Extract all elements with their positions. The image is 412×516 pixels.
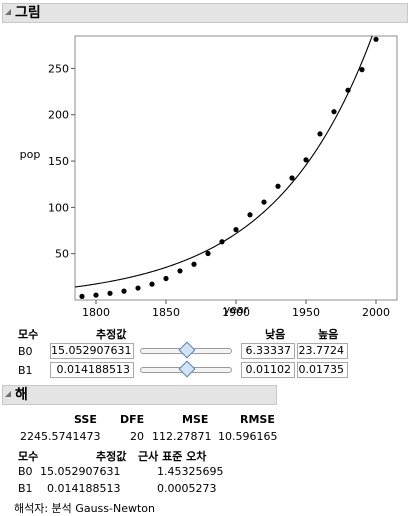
mse-header: MSE — [182, 413, 209, 426]
data-point — [261, 199, 267, 205]
b1-slider[interactable] — [140, 360, 232, 378]
data-point — [247, 212, 253, 218]
y-tick-label: 150 — [48, 155, 69, 168]
data-point — [135, 285, 141, 291]
data-point — [177, 268, 183, 274]
est-row-b1-se: 0.0005273 — [157, 482, 217, 495]
high-col-header: 높음 — [318, 328, 339, 341]
x-tick-label: 1900 — [222, 306, 250, 319]
data-point — [317, 131, 323, 137]
x-axis-label: year — [224, 303, 249, 316]
data-point — [93, 292, 99, 298]
param-row-b0-name: B0 — [18, 345, 33, 358]
b0-slider[interactable] — [140, 341, 232, 359]
x-tick-label: 1850 — [152, 306, 180, 319]
b1-high-field[interactable]: 0.01735 — [297, 362, 348, 378]
est-row-b0-se: 1.45325695 — [157, 465, 224, 478]
data-point — [289, 175, 295, 181]
data-point — [79, 293, 85, 299]
data-point — [121, 288, 127, 294]
rmse-value: 10.596165 — [218, 430, 278, 443]
y-tick-label: 50 — [55, 248, 69, 261]
data-point — [275, 183, 281, 189]
low-col-header: 낮음 — [265, 328, 286, 341]
data-point — [149, 281, 155, 287]
disclosure-triangle-icon[interactable] — [5, 9, 11, 15]
data-point — [233, 227, 239, 233]
data-point — [107, 290, 113, 296]
x-tick-label: 1800 — [82, 306, 110, 319]
b0-low-field[interactable]: 6.33337 — [241, 343, 295, 359]
data-point — [303, 157, 309, 163]
dfe-value: 20 — [130, 430, 144, 443]
y-axis-label: pop — [20, 148, 41, 161]
est-row-b1-estimate: 0.014188513 — [47, 482, 121, 495]
data-point — [163, 275, 169, 282]
data-point — [359, 67, 365, 73]
data-point — [191, 261, 197, 267]
plot-frame — [74, 35, 398, 301]
b0-high-field[interactable]: 23.7724 — [297, 343, 348, 359]
est-se-header: 근사 표준 오차 — [138, 450, 207, 463]
solution-section-title: 해 — [15, 387, 28, 403]
dfe-header: DFE — [120, 413, 145, 426]
x-tick-label: 2000 — [362, 306, 390, 319]
b0-slider-thumb[interactable] — [178, 341, 196, 359]
est-param-header: 모수 — [18, 450, 39, 463]
est-row-b1-name: B1 — [18, 482, 33, 495]
estimate-col-header: 추정값 — [96, 328, 127, 341]
graph-outline-header[interactable]: 그림 — [2, 3, 408, 23]
y-tick-label: 250 — [48, 62, 69, 75]
disclosure-triangle-icon[interactable] — [5, 391, 11, 397]
param-col-header: 모수 — [18, 328, 39, 341]
data-point — [219, 239, 225, 245]
b1-low-field[interactable]: 0.01102 — [241, 362, 295, 378]
sse-value: 2245.5741473 — [20, 430, 101, 443]
b0-estimate-field[interactable]: 15.052907631 — [50, 343, 134, 359]
est-estimate-header: 추정값 — [96, 450, 127, 463]
est-row-b0-estimate: 15.052907631 — [40, 465, 121, 478]
graph-section-title: 그림 — [15, 5, 41, 21]
data-point — [345, 87, 351, 93]
sse-header: SSE — [74, 413, 97, 426]
y-tick-label: 200 — [48, 109, 69, 122]
b1-slider-thumb[interactable] — [178, 360, 196, 378]
y-tick-label: 100 — [48, 201, 69, 214]
est-row-b0-name: B0 — [18, 465, 33, 478]
data-point — [373, 36, 379, 42]
b1-estimate-field[interactable]: 0.014188513 — [50, 362, 134, 378]
param-row-b1-name: B1 — [18, 364, 33, 377]
solution-outline-header[interactable]: 해 — [2, 385, 277, 405]
rmse-header: RMSE — [240, 413, 275, 426]
mse-value: 112.27871 — [152, 430, 212, 443]
data-point — [205, 250, 211, 257]
x-tick-label: 1950 — [292, 306, 320, 319]
data-point — [331, 109, 337, 115]
solver-label: 해석자: 분석 Gauss-Newton — [14, 502, 155, 515]
